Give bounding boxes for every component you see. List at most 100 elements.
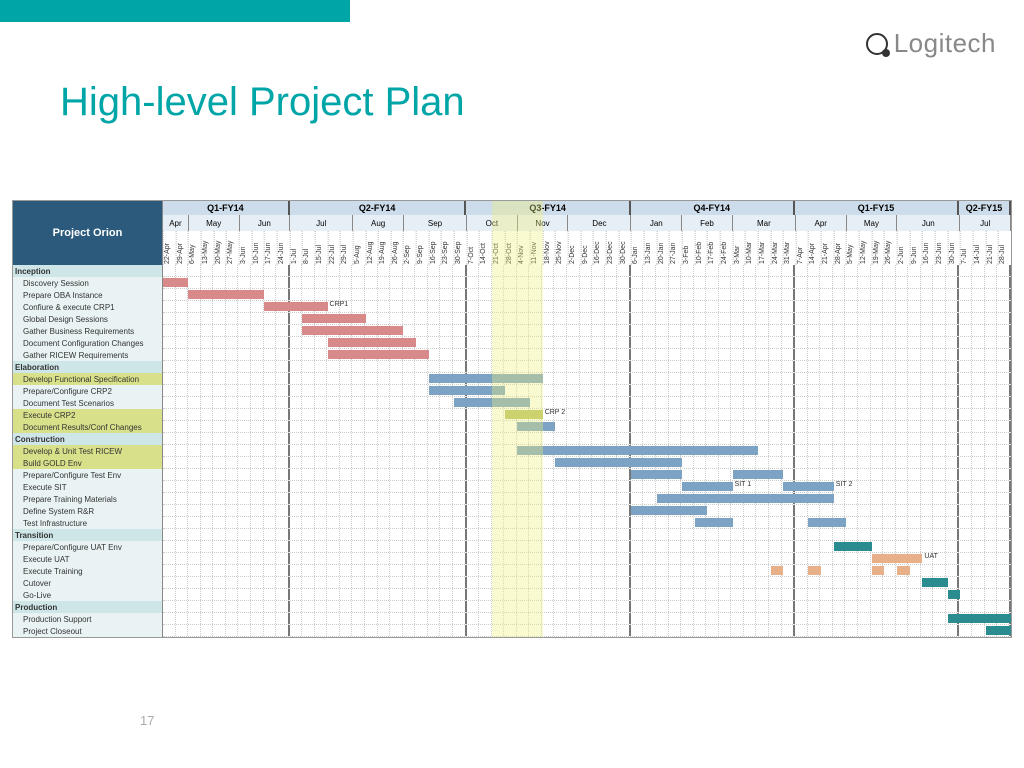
- phase-row: Construction: [13, 433, 1011, 445]
- page-number: 17: [140, 713, 154, 728]
- task-row: Document Results/Conf Changes: [13, 421, 1011, 433]
- bar-label: CRP 2: [545, 409, 566, 416]
- gantt-bar: [302, 326, 403, 335]
- gantt-bar: [733, 470, 784, 479]
- task-row: Cutover: [13, 577, 1011, 589]
- task-row: Execute SIT SIT 1 SIT 2: [13, 481, 1011, 493]
- bar-label: SIT 1: [735, 481, 752, 488]
- task-label: Project Closeout: [13, 625, 163, 637]
- task-label: Execute Training: [13, 565, 163, 577]
- task-row: Confiure & execute CRP1 CRP1: [13, 301, 1011, 313]
- phase-label: Production: [13, 601, 163, 613]
- task-row: Document Test Scenarios: [13, 397, 1011, 409]
- phase-label: Elaboration: [13, 361, 163, 373]
- task-row: Prepare/Configure CRP2: [13, 385, 1011, 397]
- task-label: Confiure & execute CRP1: [13, 301, 163, 313]
- task-label: Execute UAT: [13, 553, 163, 565]
- phase-label: Inception: [13, 265, 163, 277]
- gantt-bar: [302, 314, 365, 323]
- task-row: Prepare OBA Instance: [13, 289, 1011, 301]
- gantt-bar: [555, 458, 682, 467]
- accent-bar: [0, 0, 350, 22]
- task-label: Prepare Training Materials: [13, 493, 163, 505]
- brand-logo: Logitech: [866, 28, 996, 59]
- task-row: Test Infrastructure: [13, 517, 1011, 529]
- gantt-bar: [808, 518, 846, 527]
- phase-row: Inception: [13, 265, 1011, 277]
- task-label: Discovery Session: [13, 277, 163, 289]
- task-label: Document Test Scenarios: [13, 397, 163, 409]
- task-row: Project Closeout: [13, 625, 1011, 637]
- phase-label: Transition: [13, 529, 163, 541]
- task-label: Gather RICEW Requirements: [13, 349, 163, 361]
- gantt-bar: [517, 446, 757, 455]
- gantt-bar: [695, 518, 733, 527]
- logo-mark-icon: [866, 33, 888, 55]
- gantt-bar: [517, 422, 555, 431]
- gantt-bar: [631, 470, 682, 479]
- bar-label: SIT 2: [836, 481, 853, 488]
- gantt-bar: [872, 554, 923, 563]
- gantt-bar: [682, 482, 733, 491]
- brand-text: Logitech: [894, 28, 996, 59]
- task-label: Gather Business Requirements: [13, 325, 163, 337]
- gantt-bar: [454, 398, 530, 407]
- task-row: Execute UAT UAT: [13, 553, 1011, 565]
- gantt-bar: [771, 566, 784, 575]
- task-row: Execute CRP2 CRP 2: [13, 409, 1011, 421]
- phase-label: Construction: [13, 433, 163, 445]
- gantt-bar: [264, 302, 327, 311]
- gantt-bar: [922, 578, 947, 587]
- task-row: Production Support: [13, 613, 1011, 625]
- task-label: Production Support: [13, 613, 163, 625]
- gantt-header: Project Orion Q1-FY14Q2-FY14Q3-FY14Q4-FY…: [13, 201, 1011, 265]
- task-row: Global Design Sessions: [13, 313, 1011, 325]
- task-label: Go-Live: [13, 589, 163, 601]
- gantt-bar: [429, 386, 505, 395]
- task-label: Prepare/Configure UAT Env: [13, 541, 163, 553]
- task-row: Prepare/Configure UAT Env: [13, 541, 1011, 553]
- gantt-bar: [429, 374, 543, 383]
- phase-row: Transition: [13, 529, 1011, 541]
- task-row: Discovery Session: [13, 277, 1011, 289]
- task-label: Document Configuration Changes: [13, 337, 163, 349]
- phase-row: Production: [13, 601, 1011, 613]
- task-row: Gather RICEW Requirements: [13, 349, 1011, 361]
- gantt-chart: Project Orion Q1-FY14Q2-FY14Q3-FY14Q4-FY…: [12, 200, 1012, 638]
- gantt-bar: [808, 566, 821, 575]
- task-label: Cutover: [13, 577, 163, 589]
- task-label: Execute SIT: [13, 481, 163, 493]
- task-label: Document Results/Conf Changes: [13, 421, 163, 433]
- task-label: Build GOLD Env: [13, 457, 163, 469]
- phase-row: Elaboration: [13, 361, 1011, 373]
- task-label: Prepare/Configure CRP2: [13, 385, 163, 397]
- bar-label: CRP1: [330, 301, 349, 308]
- gantt-bar: [631, 506, 707, 515]
- gantt-bar: [834, 542, 872, 551]
- task-row: Execute Training: [13, 565, 1011, 577]
- task-row: Gather Business Requirements: [13, 325, 1011, 337]
- task-row: Prepare/Configure Test Env: [13, 469, 1011, 481]
- gantt-bar: [163, 278, 188, 287]
- task-label: Develop Functional Specification: [13, 373, 163, 385]
- task-label: Define System R&R: [13, 505, 163, 517]
- gantt-bar: [783, 482, 834, 491]
- bar-label: UAT: [924, 553, 937, 560]
- slide-title: High-level Project Plan: [60, 80, 465, 125]
- task-label: Execute CRP2: [13, 409, 163, 421]
- gantt-bar: [328, 338, 417, 347]
- gantt-bar: [948, 614, 1011, 623]
- gantt-bar: [657, 494, 834, 503]
- gantt-bar: [986, 626, 1011, 635]
- task-label: Test Infrastructure: [13, 517, 163, 529]
- task-label: Prepare/Configure Test Env: [13, 469, 163, 481]
- task-row: Develop & Unit Test RICEW: [13, 445, 1011, 457]
- gantt-bar: [328, 350, 429, 359]
- gantt-bar: [948, 590, 961, 599]
- gantt-bar: [505, 410, 543, 419]
- task-label: Develop & Unit Test RICEW: [13, 445, 163, 457]
- gantt-bar: [188, 290, 264, 299]
- task-label: Prepare OBA Instance: [13, 289, 163, 301]
- task-row: Prepare Training Materials: [13, 493, 1011, 505]
- gantt-bar: [872, 566, 885, 575]
